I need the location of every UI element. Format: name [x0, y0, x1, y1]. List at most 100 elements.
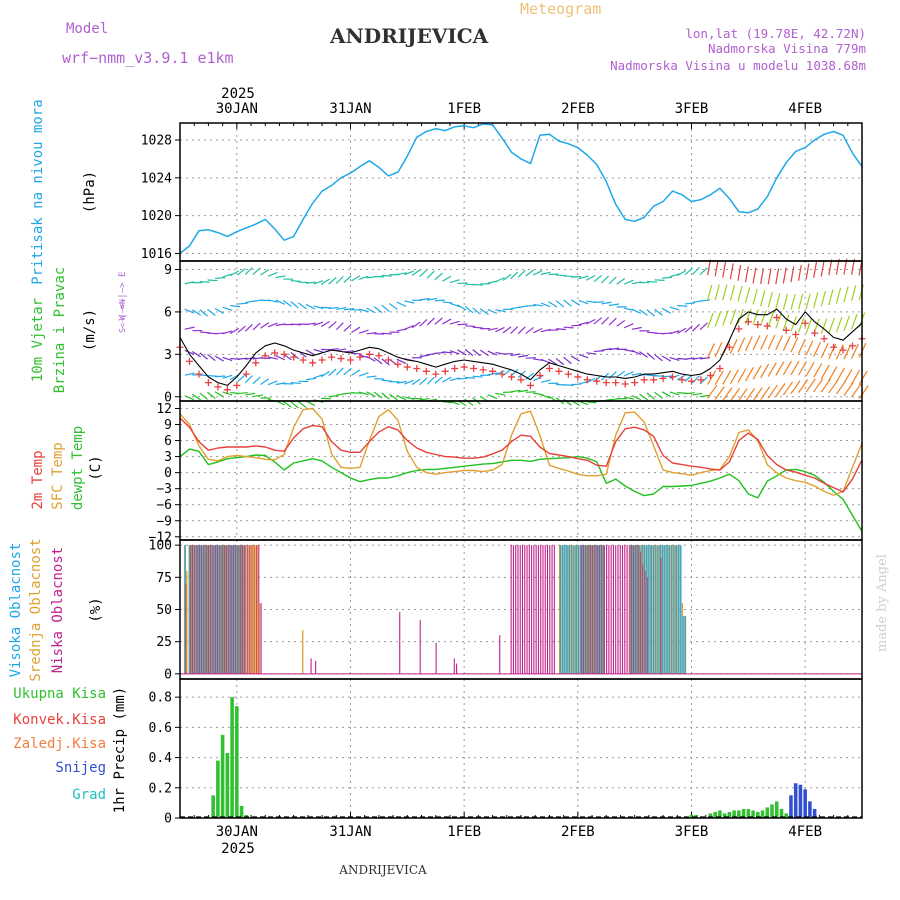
wind-arrow	[646, 392, 656, 400]
wind-speed-marker	[849, 342, 857, 350]
wind-arrow	[214, 355, 224, 362]
wind-arrow	[654, 354, 663, 362]
wind-arrow	[267, 299, 278, 303]
rain-bar	[756, 811, 760, 818]
wind-arrow	[684, 392, 695, 395]
wind-speed-marker	[716, 364, 724, 372]
wind-arrow	[624, 323, 634, 329]
coords-label: lon,lat (19.78E, 42.72N)	[685, 26, 866, 41]
wind-speed-marker	[555, 367, 563, 375]
wind-arrow	[472, 375, 483, 378]
rain-bar	[211, 795, 215, 818]
wind-arrow	[449, 350, 460, 355]
wind-arrow	[608, 317, 617, 326]
wind-arrow	[563, 299, 572, 307]
wind-arrow	[336, 348, 347, 352]
wind-speed-marker	[688, 377, 695, 385]
wind-arrow	[495, 277, 505, 283]
y-tick-label: 0	[164, 390, 172, 405]
wind-arrow	[275, 354, 285, 361]
wind-speed-marker	[299, 356, 307, 364]
footer-station: ANDRIJEVICA	[338, 863, 427, 877]
wind-arrow	[237, 374, 246, 382]
wind-arrow	[563, 356, 572, 365]
wind-arrow	[305, 281, 316, 284]
wind-arrow	[525, 326, 534, 335]
rain-bar	[765, 807, 770, 818]
wind-arrow	[184, 349, 195, 355]
wind-arrow	[707, 370, 717, 385]
panels: 10161020102410280369−12−9−6−303691202550…	[8, 99, 869, 840]
dewpt-ylabel: dewpt Temp	[70, 426, 86, 510]
y-tick-label: 0.6	[149, 721, 172, 736]
wind-arrow	[245, 356, 256, 360]
wind-speed-marker	[489, 367, 497, 375]
sfc-ylabel: SFC Temp	[50, 442, 66, 509]
wind-arrow	[510, 326, 519, 335]
wind-arrow	[479, 349, 489, 357]
wind-arrow	[729, 284, 736, 301]
wind-arrow	[669, 306, 680, 311]
wind-speed-marker	[365, 350, 373, 358]
wind-speed-marker	[650, 376, 658, 384]
wind-arrow	[843, 286, 849, 303]
wind-arrow	[252, 376, 261, 385]
rain-bar	[770, 804, 774, 818]
temperature-plot-area	[180, 401, 862, 540]
wind-arrow	[586, 318, 596, 325]
rain-bar	[741, 808, 746, 818]
wind-arrow	[601, 275, 610, 284]
wind-arrow	[222, 391, 233, 396]
wind-speed-marker	[725, 343, 733, 351]
wind-speed-marker	[839, 346, 847, 354]
wind-arrow	[434, 299, 445, 302]
wind-arrow	[843, 382, 854, 396]
wind-arrow	[714, 284, 720, 301]
wind-arrow	[510, 353, 521, 357]
precip-plot-area	[180, 679, 862, 818]
wind-arrow	[487, 394, 498, 400]
wind-arrow	[411, 321, 421, 329]
wind-arrow	[237, 357, 248, 360]
wind-arrow	[782, 293, 789, 310]
wind-arrow	[510, 389, 521, 393]
model-name: wrf−nmm_v3.9.1 e1km	[62, 49, 234, 67]
rain-bar	[746, 808, 751, 818]
wind-arrow	[351, 326, 361, 333]
wind-arrow	[760, 334, 768, 350]
pressure-ylabel: Pritisak na nivou mora	[30, 99, 46, 284]
wind-arrow	[472, 326, 483, 329]
wind-arrow	[692, 392, 703, 396]
wind-arrow	[782, 336, 791, 352]
wind-arrow	[381, 392, 390, 400]
wind-speed-marker	[242, 370, 250, 378]
wind-arrow	[305, 349, 316, 356]
wind-speed-marker	[697, 376, 705, 384]
wind-speed-marker	[280, 350, 288, 358]
wind-arrow	[540, 358, 551, 364]
wind-arrow	[760, 310, 767, 326]
temp2m-line	[179, 417, 863, 493]
wind-arrow	[760, 386, 771, 400]
wind-arrow	[699, 299, 711, 302]
wind-speed-marker	[735, 325, 743, 333]
y-tick-label: 25	[156, 635, 172, 650]
wind-arrow	[434, 376, 443, 384]
wind-speed-marker	[413, 364, 421, 372]
wind-arrow	[320, 370, 330, 378]
wind-arrow	[820, 290, 826, 307]
rain-bar	[220, 734, 225, 818]
wind-arrow	[828, 317, 835, 334]
wind-arrow	[267, 322, 278, 328]
wind-speed-marker	[545, 364, 553, 372]
wind-arrow	[305, 303, 316, 310]
wind-speed-marker	[631, 379, 639, 387]
wind-arrow	[631, 349, 642, 356]
station-title: ANDRIJEVICA	[329, 24, 489, 48]
wind-arrow	[555, 357, 565, 366]
wind-arrow	[540, 271, 551, 276]
wind-arrow	[313, 374, 324, 379]
wind-arrow	[752, 288, 758, 305]
wind-arrow	[366, 332, 377, 335]
wind-speed-marker	[782, 326, 790, 334]
